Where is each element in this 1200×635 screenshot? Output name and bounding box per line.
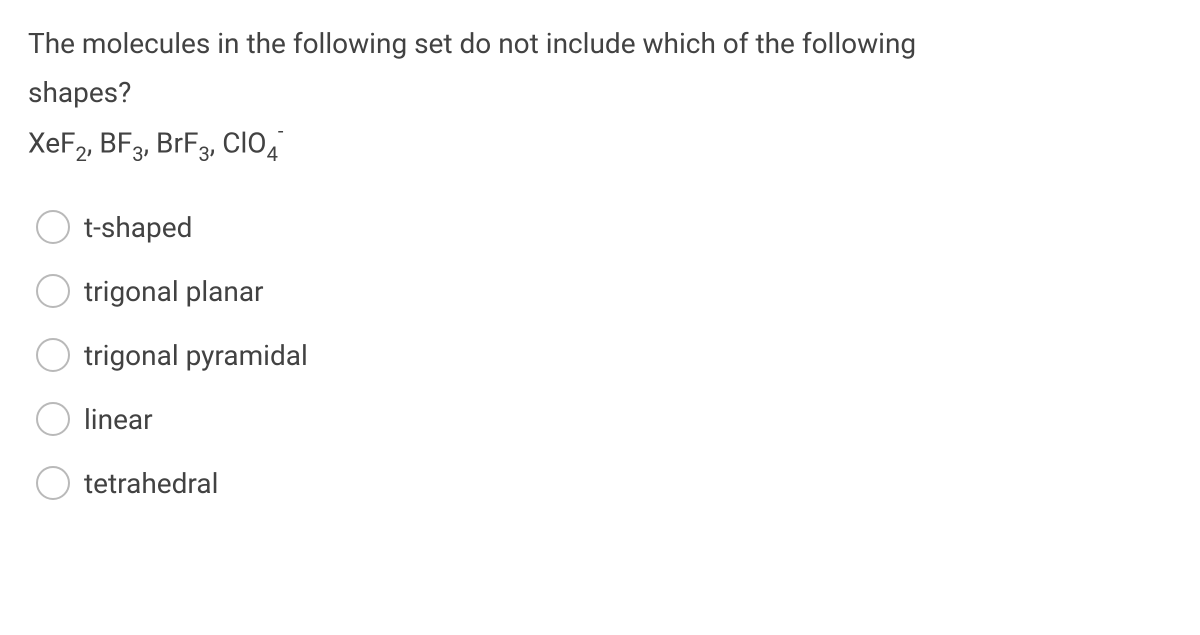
option-label: trigonal planar bbox=[84, 275, 264, 308]
mol2-sub: 3 bbox=[132, 142, 143, 166]
radio-icon bbox=[36, 210, 70, 244]
mol3-sub: 3 bbox=[198, 142, 209, 166]
radio-icon bbox=[36, 338, 70, 372]
formula-row: XeF2, BF3, BrF3, ClO4- bbox=[28, 121, 1172, 166]
radio-icon bbox=[36, 402, 70, 436]
sep3: , bbox=[210, 127, 222, 160]
radio-icon bbox=[36, 466, 70, 500]
radio-icon bbox=[36, 274, 70, 308]
option-label: tetrahedral bbox=[84, 467, 218, 500]
options-group: t-shaped trigonal planar trigonal pyrami… bbox=[28, 210, 1172, 500]
mol1-sub: 2 bbox=[76, 142, 87, 166]
mol4-charge: - bbox=[278, 119, 284, 143]
sep1: , bbox=[87, 127, 99, 160]
option-trigonal-pyramidal[interactable]: trigonal pyramidal bbox=[36, 338, 1172, 372]
option-linear[interactable]: linear bbox=[36, 402, 1172, 436]
question-line-2: shapes? bbox=[28, 73, 1172, 114]
option-trigonal-planar[interactable]: trigonal planar bbox=[36, 274, 1172, 308]
mol4-sub: 4 bbox=[267, 142, 278, 166]
sep2: , bbox=[144, 127, 156, 160]
mol2-base: BF bbox=[99, 127, 132, 160]
option-label: linear bbox=[84, 403, 153, 436]
question-line-1: The molecules in the following set do no… bbox=[28, 24, 1172, 65]
mol4-base: ClO bbox=[222, 127, 266, 160]
option-t-shaped[interactable]: t-shaped bbox=[36, 210, 1172, 244]
option-label: t-shaped bbox=[84, 211, 192, 244]
mol3-base: BrF bbox=[156, 127, 198, 160]
option-label: trigonal pyramidal bbox=[84, 339, 308, 372]
option-tetrahedral[interactable]: tetrahedral bbox=[36, 466, 1172, 500]
mol1-base: XeF bbox=[28, 127, 76, 160]
